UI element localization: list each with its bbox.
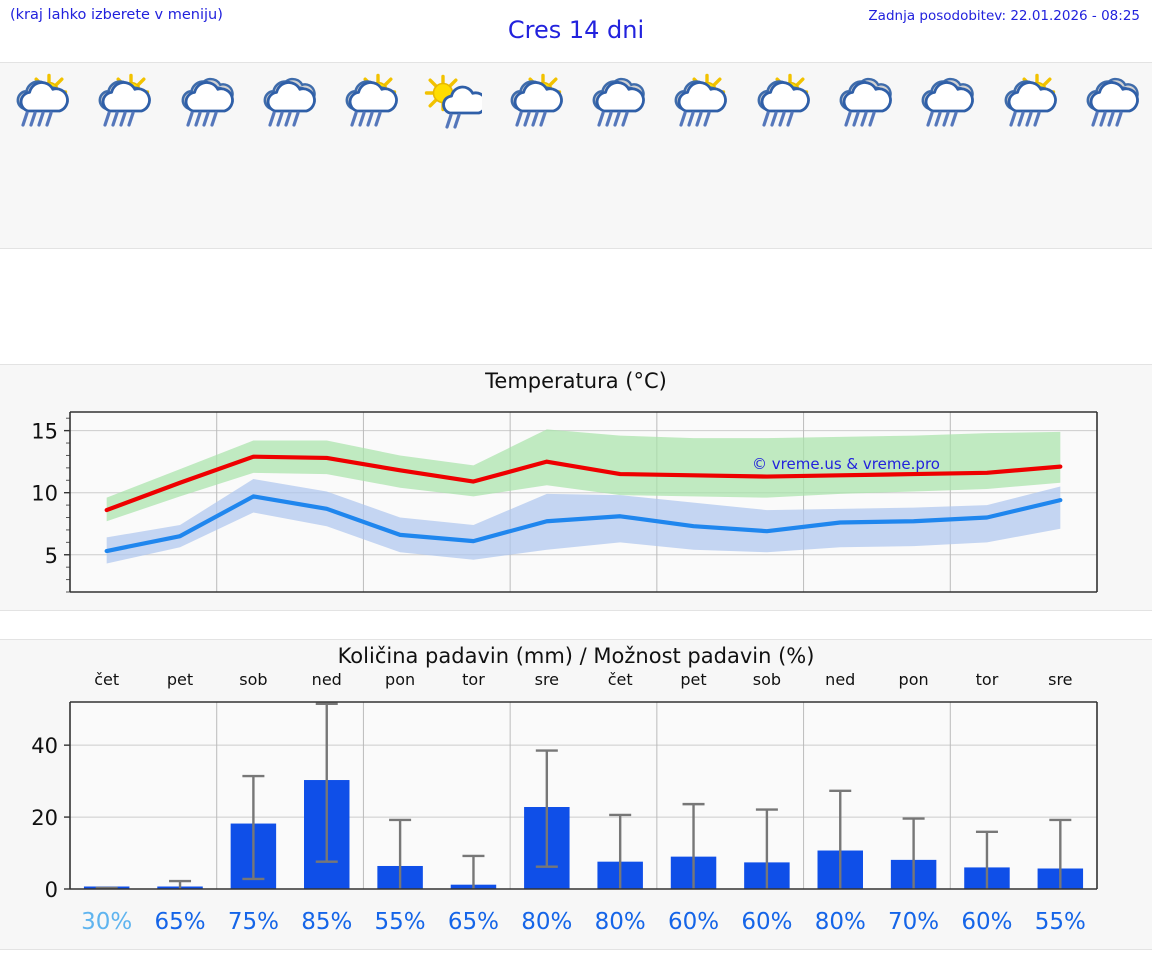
copyright-label: © vreme.us & vreme.pro [752,455,940,473]
sun-cloud-rain-icon [0,73,82,131]
precipitation-probability: 85% [301,909,353,935]
precipitation-error-bar [609,813,632,889]
precipitation-day-label: čet [94,670,120,689]
sun-cloud-rain-icon [741,73,823,131]
menu-hint: (kraj lahko izberete v meniju) [10,7,223,23]
svg-text:15: 15 [31,420,58,444]
precipitation-day-label: pet [166,670,194,689]
precipitation-error-bar [535,749,558,868]
precipitation-day-labels: čet pet sob ned pon tor sre čet pet sob ned pon tor s… [0,670,1152,694]
precipitation-probability: 70% [888,909,940,935]
svg-text:40: 40 [31,734,58,758]
precipitation-error-bar [829,789,852,889]
day-column[interactable] [576,63,658,248]
precipitation-day-label: ned [311,670,342,689]
precipitation-probability: 60% [667,909,720,935]
precipitation-day-label: čet [607,670,633,689]
precipitation-probability: 55% [374,909,426,935]
cloud-rain-icon [165,73,247,131]
precipitation-error-bar [975,830,998,889]
day-column[interactable] [82,63,164,248]
precipitation-error-bar [389,818,412,889]
precipitation-chart-block: Količina padavin (mm) / Možnost padavin … [0,639,1152,950]
day-column[interactable] [329,63,411,248]
precipitation-day-label: sob [752,670,782,689]
temperature-chart-block: Temperatura (°C) 5 10 15 © vreme.us & vrem… [0,364,1152,611]
page-title: Cres 14 dni [507,16,645,44]
svg-text:0: 0 [45,878,58,902]
last-updated: Zadnja posodobitev: 22.01.2026 - 08:25 [868,8,1140,24]
precipitation-probability-row: 30% 65% 75% 85% 55% 65% 80% 80% 60% 60% 80% 70% 60% 5… [0,909,1152,949]
spacer [0,249,1152,364]
precipitation-error-bar [1049,818,1072,889]
sun-cloud-rain-icon [494,73,576,131]
precipitation-error-bar [682,802,705,889]
precipitation-probability: 60% [741,909,793,935]
day-column[interactable] [823,63,905,248]
precipitation-error-bar [755,808,778,889]
precipitation-probability: 30% [81,909,133,935]
page-header: (kraj lahko izberete v meniju) Cres 14 d… [0,0,1152,62]
day-column[interactable] [0,63,82,248]
precipitation-probability: 80% [521,909,573,935]
precipitation-probability: 75% [227,909,279,935]
sun-cloud-rain-icon [987,73,1069,131]
svg-text:5: 5 [45,544,58,568]
precipitation-day-label: ned [825,670,856,689]
precipitation-day-label: pet [680,670,707,689]
day-column[interactable] [411,63,493,248]
precipitation-chart-title: Količina padavin (mm) / Možnost padavin … [337,644,815,668]
precipitation-probability: 80% [594,909,646,935]
svg-text:20: 20 [31,806,58,830]
svg-text:10: 10 [31,482,58,506]
precipitation-day-label: sre [534,670,560,689]
day-column[interactable] [494,63,576,248]
day-column[interactable] [741,63,823,248]
precipitation-error-bar [169,879,192,889]
precipitation-probability: 55% [1034,909,1086,935]
sun-left-cloud-rain-icon [411,73,493,131]
precipitation-day-label: sre [1048,670,1073,689]
cloud-rain-icon [823,73,905,131]
day-column[interactable] [987,63,1069,248]
precipitation-day-label: pon [385,670,416,689]
precipitation-probability: 65% [154,909,206,935]
precipitation-probability: 65% [447,909,500,935]
cloud-rain-icon [1070,73,1152,131]
precipitation-day-label: tor [975,670,999,689]
day-column[interactable] [905,63,987,248]
precipitation-error-bar [242,774,265,881]
cloud-rain-icon [247,73,329,131]
precipitation-day-label: sob [239,670,268,689]
precipitation-error-bar [462,854,485,889]
temperature-chart-title: Temperatura (°C) [485,369,667,393]
daily-forecast-strip [0,62,1152,249]
precipitation-error-bar [315,702,338,863]
precipitation-plot: 0 20 40 [0,694,1152,909]
precipitation-day-label: tor [462,670,485,689]
sun-cloud-rain-icon [329,73,411,131]
day-column[interactable] [247,63,329,248]
spacer-2 [0,611,1152,639]
precipitation-day-label: pon [898,670,929,689]
day-column[interactable] [658,63,740,248]
precipitation-error-bar [902,817,925,889]
temperature-plot: 5 10 15 © vreme.us & vreme.pro [0,395,1152,610]
day-column[interactable] [1070,63,1152,248]
sun-cloud-rain-icon [658,73,740,131]
precipitation-probability: 80% [814,909,866,935]
precipitation-probability: 60% [961,909,1013,935]
sun-cloud-rain-icon [82,73,164,131]
cloud-rain-icon [905,73,987,131]
cloud-rain-icon [576,73,658,131]
day-column[interactable] [165,63,247,248]
